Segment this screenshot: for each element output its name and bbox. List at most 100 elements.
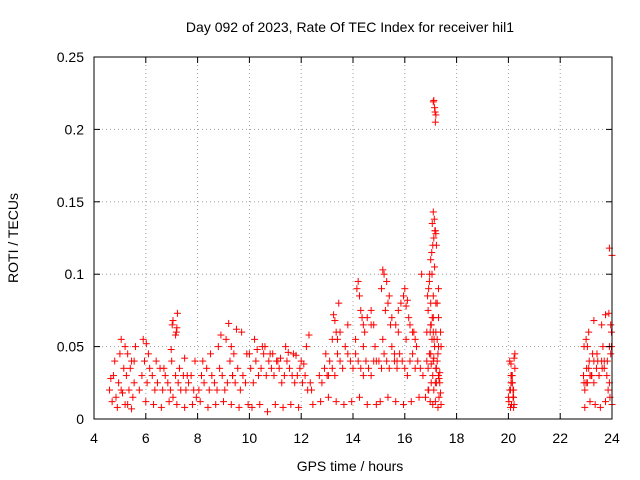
data-point (357, 364, 365, 372)
data-point (117, 335, 125, 343)
data-point (400, 292, 408, 300)
data-point (230, 350, 238, 358)
data-point (192, 393, 200, 401)
axis-ticks (93, 56, 613, 420)
data-point (339, 364, 347, 372)
data-point (262, 372, 270, 380)
data-point (402, 335, 410, 343)
y-tick-labels: 0 0.05 0.1 0.15 0.2 0.25 (57, 49, 84, 427)
data-point (254, 372, 262, 380)
data-point (173, 309, 181, 317)
data-point (188, 401, 196, 409)
data-point (183, 372, 191, 380)
data-point (508, 379, 516, 387)
x-tick-label: 16 (397, 430, 413, 446)
data-point (401, 364, 409, 372)
data-point (315, 372, 323, 380)
data-point (434, 343, 442, 351)
data-point (139, 335, 147, 343)
data-point (226, 357, 234, 365)
data-point (212, 401, 220, 409)
data-point (424, 292, 432, 300)
data-point (352, 335, 360, 343)
data-point (340, 401, 348, 409)
data-point (431, 118, 439, 126)
data-point (385, 292, 393, 300)
data-point (185, 379, 193, 387)
data-point (362, 357, 370, 365)
data-point (331, 372, 339, 380)
data-point (379, 335, 387, 343)
data-point (586, 372, 594, 380)
data-point (583, 379, 591, 387)
data-point (367, 306, 375, 314)
data-point (267, 364, 275, 372)
data-point (173, 401, 181, 409)
data-point (115, 379, 123, 387)
data-point (403, 372, 411, 380)
data-point (376, 398, 384, 406)
data-point (405, 314, 413, 322)
data-point (218, 372, 226, 380)
data-point (207, 350, 215, 358)
data-point (333, 335, 341, 343)
data-point (431, 108, 439, 116)
data-point (371, 343, 379, 351)
data-point (229, 372, 237, 380)
data-point (433, 335, 441, 343)
data-point (143, 379, 151, 387)
data-point (377, 364, 385, 372)
data-point (232, 325, 240, 333)
data-point (394, 328, 402, 336)
data-point (403, 296, 411, 304)
data-point (590, 317, 598, 325)
data-point (406, 321, 414, 329)
data-point (126, 364, 134, 372)
data-point (363, 314, 371, 322)
data-point (146, 364, 154, 372)
data-point (122, 372, 130, 380)
data-point (383, 357, 391, 365)
data-point (407, 398, 415, 406)
data-point (598, 321, 606, 329)
data-point (595, 372, 603, 380)
data-point (580, 372, 588, 380)
data-point (182, 386, 190, 394)
x-tick-labels: 4 6 8 10 12 14 16 18 20 22 24 (90, 430, 620, 446)
data-point (331, 317, 339, 325)
data-point (599, 343, 607, 351)
data-point (205, 386, 213, 394)
data-point (249, 379, 257, 387)
data-point (419, 372, 427, 380)
data-point (152, 357, 160, 365)
data-point (214, 343, 222, 351)
data-point (296, 364, 304, 372)
y-tick-label: 0.2 (65, 121, 85, 137)
data-point (128, 405, 136, 413)
data-point (393, 364, 401, 372)
data-point (336, 357, 344, 365)
data-point (159, 386, 167, 394)
data-point (166, 386, 174, 394)
x-tick-label: 24 (604, 430, 620, 446)
data-point (111, 357, 119, 365)
data-point (197, 372, 205, 380)
data-point (370, 321, 378, 329)
data-point (238, 328, 246, 336)
data-point (279, 403, 287, 411)
data-point (422, 393, 430, 401)
data-point (121, 401, 129, 409)
y-tick-label: 0.05 (57, 339, 84, 355)
data-point (335, 299, 343, 307)
data-point (409, 328, 417, 336)
data-point (150, 401, 158, 409)
data-point (428, 220, 436, 228)
data-point (426, 270, 434, 278)
data-point (432, 241, 440, 249)
data-point (582, 335, 590, 343)
data-point (282, 343, 290, 351)
data-point (217, 331, 225, 339)
data-point (284, 348, 292, 356)
data-point (384, 299, 392, 307)
